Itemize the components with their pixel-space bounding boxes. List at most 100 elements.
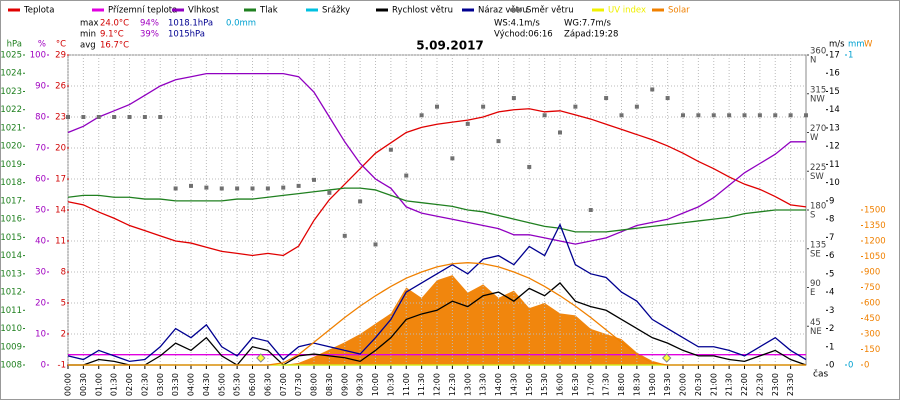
y-tick-label: 23 <box>55 113 66 123</box>
x-tick-label: 12:00 <box>433 373 442 396</box>
y-tick-label: 4 <box>829 288 834 298</box>
direction-point <box>419 113 424 118</box>
y-tick-label: 180 <box>810 202 826 212</box>
stat-text: 39% <box>140 30 159 40</box>
y-tick-label: 1021 <box>0 123 22 133</box>
y-tick-label: -1 <box>58 361 66 371</box>
x-tick-label: 05:00 <box>217 373 226 396</box>
legend-label: Směr větru <box>526 6 574 16</box>
legend-label: Tlak <box>259 6 278 16</box>
direction-point <box>727 113 732 118</box>
direction-point <box>527 164 532 169</box>
x-tick-label: 03:30 <box>171 373 180 396</box>
direction-point <box>542 113 547 118</box>
y-tick-label: 50 <box>35 206 46 216</box>
series-line <box>67 72 806 245</box>
direction-point <box>358 199 363 204</box>
legend-label: UV index <box>608 6 646 16</box>
y-tick-label: 60 <box>35 175 46 185</box>
x-tick-label: 11:00 <box>402 373 411 396</box>
y-tick-label: 1015 <box>0 233 22 243</box>
x-tick-label: 14:00 <box>494 373 503 396</box>
y-tick-label: 1 <box>829 342 834 352</box>
x-tick-label: 06:30 <box>263 373 272 396</box>
direction-point <box>481 104 486 109</box>
stat-text: avg <box>80 41 96 51</box>
y-tick-label: 0 <box>829 361 834 371</box>
direction-point <box>450 156 455 161</box>
direction-point <box>742 113 747 118</box>
y-tick-dir: W <box>810 133 819 143</box>
y-tick-label: 270 <box>810 124 826 134</box>
legend-label: Solar <box>668 6 690 16</box>
direction-point <box>327 190 332 195</box>
y-tick-label: 1350 <box>864 221 886 231</box>
x-tick-label: 23:30 <box>786 373 795 396</box>
direction-point <box>66 115 70 119</box>
y-tick-label: 14 <box>829 105 840 115</box>
y-tick-label: 1023 <box>0 87 22 97</box>
stat-text: max <box>80 19 99 29</box>
y-tick-label: 80 <box>35 113 46 123</box>
y-tick-dir: SW <box>810 172 824 182</box>
y-tick-label: 1014 <box>0 251 22 261</box>
y-tick-label: 1024 <box>0 69 22 79</box>
direction-point <box>189 183 193 188</box>
x-tick-label: 09:30 <box>356 373 365 396</box>
y-tick-label: 360 <box>810 47 826 57</box>
y-tick-label: 6 <box>829 251 834 261</box>
y-tick-label: 7 <box>829 233 834 243</box>
direction-point <box>127 115 132 119</box>
y-tick-label: 750 <box>864 283 880 293</box>
x-tick-label: 10:00 <box>371 373 380 396</box>
y-tick-label: 100 <box>30 51 46 61</box>
x-tick-label: 03:00 <box>156 373 165 396</box>
y-tick-label: 0 <box>848 361 853 371</box>
y-tick-label: 90 <box>35 82 46 92</box>
direction-point <box>804 113 808 118</box>
y-tick-label: 10 <box>829 178 840 188</box>
x-tick-label: 05:30 <box>233 373 242 396</box>
y-tick-label: 30 <box>35 268 46 278</box>
y-tick-label: 20 <box>55 144 66 154</box>
x-tick-label: 02:30 <box>140 373 149 396</box>
direction-point <box>496 139 501 144</box>
x-tick-label: 01:00 <box>94 373 103 396</box>
y-tick-label: 1011 <box>0 306 22 316</box>
y-tick-label: 13 <box>829 123 840 133</box>
x-tick-label: 01:30 <box>110 373 119 396</box>
x-tick-label: 14:30 <box>509 373 518 396</box>
y-tick-label: 29 <box>55 51 66 61</box>
x-tick-label: 07:30 <box>294 373 303 396</box>
direction-point <box>235 186 240 191</box>
direction-point <box>650 87 655 92</box>
y-tick-label: 11 <box>55 237 66 247</box>
y-tick-label: 5 <box>61 299 66 309</box>
legend-label: Srážky <box>322 6 350 16</box>
y-tick-label: 1013 <box>0 269 22 279</box>
y-tick-label: 1050 <box>864 252 886 262</box>
y-tick-label: 0 <box>41 361 46 371</box>
series-line <box>68 282 807 366</box>
y-tick-label: 17 <box>55 175 66 185</box>
y-tick-dir: E <box>810 288 815 298</box>
x-tick-label: 19:00 <box>648 373 657 396</box>
direction-point <box>250 186 255 191</box>
direction-point <box>696 113 701 118</box>
y-tick-label: 2 <box>61 330 66 340</box>
y-tick-label: 14 <box>55 206 66 216</box>
y-tick-label: 12 <box>829 142 840 152</box>
y-tick-label: 1 <box>848 51 853 61</box>
y-tick-label: 315 <box>810 85 826 95</box>
direction-point <box>265 186 270 191</box>
x-tick-label: 16:00 <box>556 373 565 396</box>
x-tick-label: 11:30 <box>417 373 426 396</box>
y-tick-label: 450 <box>864 314 880 324</box>
direction-point <box>388 147 393 152</box>
x-tick-label: 10:30 <box>386 373 395 396</box>
sun-marker <box>256 353 266 363</box>
stat-text: 94% <box>140 19 159 29</box>
y-tick-label: 8 <box>61 268 66 278</box>
y-tick-dir: N <box>810 56 816 66</box>
